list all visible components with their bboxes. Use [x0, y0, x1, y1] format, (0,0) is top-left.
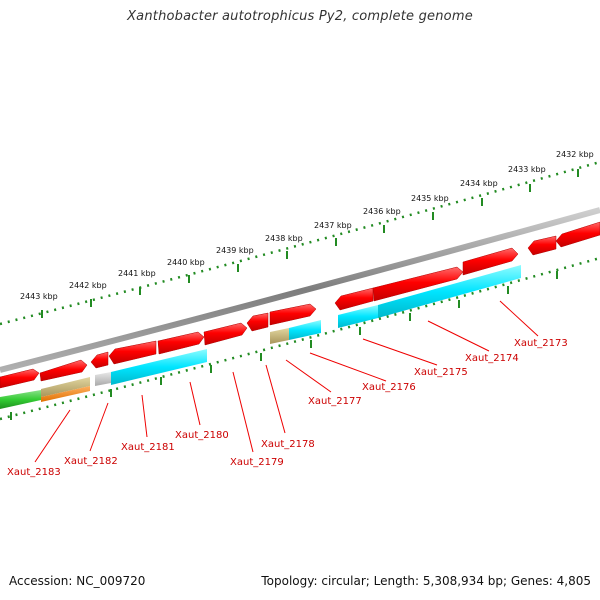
- gene-label-xaut-2180: Xaut_2180: [175, 430, 229, 441]
- leader-line: [141, 394, 148, 438]
- gene-arrow: [246, 312, 269, 332]
- gene-label-xaut-2179: Xaut_2179: [230, 457, 284, 468]
- accession-text: Accession: NC_009720: [9, 574, 146, 588]
- kbp-label: 2440 kbp: [167, 258, 205, 267]
- leader-line: [285, 359, 332, 393]
- gene-arrow: [269, 303, 317, 326]
- genome-backbone: [0, 207, 600, 373]
- kbp-label: 2441 kbp: [118, 269, 156, 278]
- leader-line: [427, 320, 490, 352]
- outer-scale-major-ticks: [41, 169, 579, 318]
- kbp-label: 2437 kbp: [314, 221, 352, 230]
- gene-label-xaut-2173: Xaut_2173: [514, 338, 568, 349]
- gene-label-xaut-2176: Xaut_2176: [362, 382, 416, 393]
- kbp-label: 2435 kbp: [411, 194, 449, 203]
- gene-arrow: [0, 368, 40, 389]
- gene-arrow: [203, 322, 248, 346]
- leader-line: [232, 371, 254, 453]
- gene-arrow: [527, 235, 557, 256]
- gene-label-xaut-2174: Xaut_2174: [465, 353, 519, 364]
- gene-arrow: [39, 359, 88, 382]
- gene-block: [338, 305, 378, 328]
- inner-scale-major-ticks: [10, 271, 558, 420]
- topology-text: Topology: circular; Length: 5,308,934 bp…: [261, 574, 591, 588]
- gene-block: [41, 386, 90, 402]
- gene-arrow: [334, 287, 374, 311]
- gene-arrow: [157, 331, 205, 355]
- leader-line: [89, 402, 109, 452]
- leader-line: [265, 364, 286, 434]
- leader-line: [309, 352, 387, 382]
- gene-label-xaut-2177: Xaut_2177: [308, 396, 362, 407]
- gene-block: [111, 349, 207, 385]
- leader-line: [34, 409, 71, 463]
- gene-block: [95, 372, 111, 386]
- leader-line: [499, 300, 539, 337]
- kbp-label: 2434 kbp: [460, 179, 498, 188]
- gene-arrow: [90, 351, 109, 369]
- gene-block: [289, 320, 321, 340]
- leader-line: [189, 381, 201, 426]
- kbp-label: 2432 kbp: [556, 150, 594, 159]
- kbp-label: 2436 kbp: [363, 207, 401, 216]
- reverse-strand-genes: [0, 265, 521, 409]
- kbp-labels: 2443 kbp 2442 kbp 2441 kbp 2440 kbp 2439…: [20, 150, 594, 301]
- gene-arrow: [108, 340, 157, 365]
- gene-label-xaut-2183: Xaut_2183: [7, 467, 61, 478]
- genome-title: Xanthobacter autotrophicus Py2, complete…: [127, 9, 473, 24]
- gene-block: [0, 390, 41, 409]
- gene-label-xaut-2175: Xaut_2175: [414, 367, 468, 378]
- gene-arrow: [555, 221, 600, 248]
- kbp-label: 2438 kbp: [265, 234, 303, 243]
- kbp-label: 2442 kbp: [69, 281, 107, 290]
- gene-leader-lines: [34, 300, 539, 463]
- forward-strand-genes: [0, 221, 600, 389]
- gene-labels: Xaut_2183 Xaut_2182 Xaut_2181 Xaut_2180 …: [7, 338, 568, 478]
- gene-label-xaut-2182: Xaut_2182: [64, 456, 118, 467]
- gene-label-xaut-2178: Xaut_2178: [261, 439, 315, 450]
- gene-block: [378, 265, 521, 318]
- kbp-label: 2433 kbp: [508, 165, 546, 174]
- kbp-label: 2443 kbp: [20, 292, 58, 301]
- gene-arrow: [372, 266, 464, 302]
- gene-arrow: [462, 247, 519, 276]
- gene-block: [41, 377, 90, 397]
- leader-line: [362, 338, 438, 366]
- kbp-label: 2439 kbp: [216, 246, 254, 255]
- gene-label-xaut-2181: Xaut_2181: [121, 442, 175, 453]
- gene-block: [270, 328, 289, 344]
